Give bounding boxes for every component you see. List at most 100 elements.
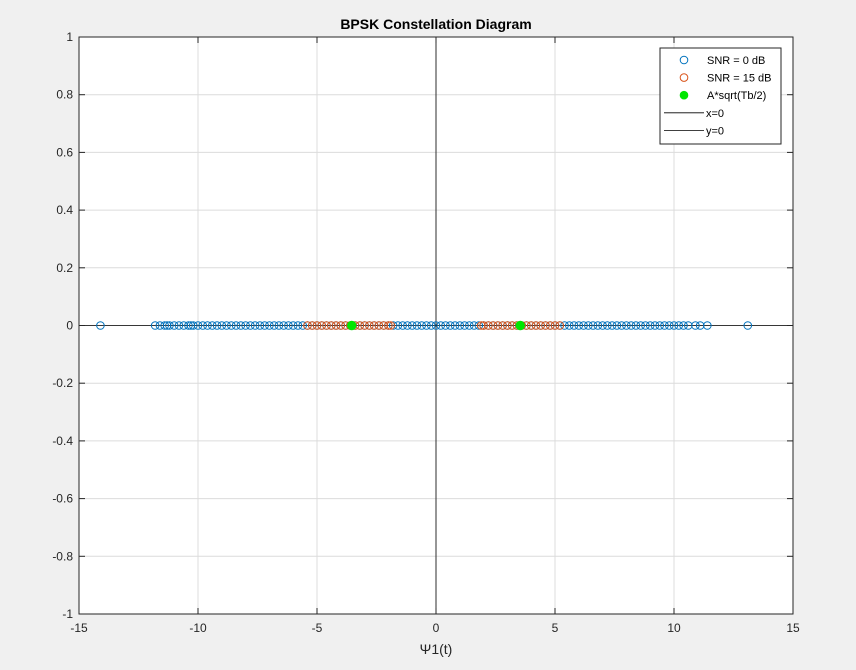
scatter-point	[265, 321, 274, 330]
scatter-point	[431, 321, 441, 330]
scatter-point	[336, 321, 346, 330]
scatter-point	[207, 321, 217, 330]
scatter-point	[515, 320, 525, 331]
scatter-point	[622, 321, 631, 330]
scatter-point	[236, 321, 246, 330]
scatter-point	[293, 321, 303, 330]
scatter-point	[417, 321, 427, 330]
scatter-point	[384, 321, 393, 330]
scatter-point	[598, 321, 607, 330]
scatter-point	[322, 321, 331, 330]
scatter-point	[641, 321, 650, 330]
scatter-point	[650, 321, 660, 330]
y-tick-label: 0.8	[56, 88, 73, 102]
y-tick-label: -0.2	[52, 376, 73, 390]
scatter-point	[231, 321, 241, 330]
scatter-point	[488, 321, 498, 330]
scatter-point	[450, 321, 460, 330]
scatter-point	[569, 321, 579, 330]
y-tick-label: -0.4	[52, 434, 73, 448]
chart-title: BPSK Constellation Diagram	[340, 16, 531, 32]
scatter-point	[165, 321, 174, 330]
x-tick-label: -15	[70, 621, 88, 635]
scatter-point	[603, 321, 612, 330]
y-tick-label: -0.8	[52, 549, 73, 563]
scatter-point	[612, 321, 622, 330]
scatter-point	[284, 321, 293, 330]
x-tick-label: 5	[552, 621, 559, 635]
scatter-point	[445, 321, 455, 330]
scatter-point	[588, 321, 598, 330]
scatter-point	[664, 321, 674, 330]
legend-label: SNR = 15 dB	[707, 73, 772, 85]
ticks: -15 -10 -5 0 5 10 15 -1 -0.8 -0.6 -0.4 -0.2 0 0.2 0.4 0…	[52, 30, 800, 635]
scatter-point	[474, 321, 484, 330]
y-tick-label: -0.6	[52, 492, 73, 506]
scatter-point	[246, 321, 255, 330]
scatter-point	[274, 321, 284, 330]
scatter-point	[217, 321, 227, 330]
scatter-point	[465, 321, 474, 330]
scatter-point	[479, 321, 488, 330]
scatter-point	[347, 320, 357, 331]
scatter-point	[691, 321, 700, 330]
scatter-point	[560, 321, 569, 330]
legend-marker	[679, 90, 689, 100]
x-tick-label: 15	[786, 621, 800, 635]
y-tick-label: 0.6	[56, 145, 73, 159]
scatter-point	[555, 321, 565, 330]
scatter-point	[426, 321, 436, 330]
scatter-point	[503, 321, 512, 330]
scatter-point	[369, 321, 379, 330]
scatter-point	[184, 321, 193, 330]
scatter-point	[174, 321, 184, 330]
scatter-point	[607, 321, 617, 330]
scatter-point	[574, 321, 584, 330]
scatter-point	[365, 321, 374, 330]
y-tick-label: -1	[62, 607, 73, 621]
scatter-point	[550, 321, 560, 330]
scatter-point	[386, 321, 396, 330]
legend-label: y=0	[706, 125, 724, 137]
scatter-point	[674, 321, 684, 330]
scatter-point	[169, 321, 179, 330]
scatter-point	[412, 321, 422, 330]
scatter-point	[703, 321, 712, 330]
scatter-point	[307, 321, 317, 330]
scatter-point	[250, 321, 260, 330]
scatter-point	[743, 321, 753, 330]
scatter-point	[326, 321, 336, 330]
x-tick-label: 0	[433, 621, 440, 635]
legend-marker	[679, 55, 689, 65]
y-tick-label: 1	[66, 30, 73, 44]
scatter-point	[222, 321, 231, 330]
scatter-point	[96, 321, 105, 330]
scatter-point	[269, 321, 279, 330]
scatter-point	[584, 321, 593, 330]
scatter-point	[317, 321, 327, 330]
scatter-point	[403, 321, 412, 330]
legend-marker	[679, 73, 689, 82]
scatter-point	[645, 321, 655, 330]
scatter-point	[669, 321, 679, 330]
scatter-point	[212, 321, 222, 330]
scatter-point	[679, 321, 688, 330]
scatter-point	[436, 321, 446, 330]
scatter-point	[593, 321, 603, 330]
legend: SNR = 0 dB SNR = 15 dB A*sqrt(Tb/2) x=0 y=0	[659, 47, 782, 145]
data-series	[96, 320, 753, 331]
scatter-point	[617, 321, 626, 330]
legend-label: x=0	[706, 108, 724, 120]
scatter-point	[255, 321, 265, 330]
scatter-point	[531, 321, 541, 330]
legend-label: A*sqrt(Tb/2)	[707, 90, 766, 102]
x-tick-label: -10	[189, 621, 207, 635]
scatter-point	[241, 321, 250, 330]
scatter-point	[484, 321, 493, 330]
scatter-point	[541, 321, 550, 330]
x-axis-label: Ψ1(t)	[420, 641, 453, 657]
scatter-point	[360, 321, 369, 330]
scatter-point	[288, 321, 298, 330]
scatter-point	[388, 321, 398, 330]
